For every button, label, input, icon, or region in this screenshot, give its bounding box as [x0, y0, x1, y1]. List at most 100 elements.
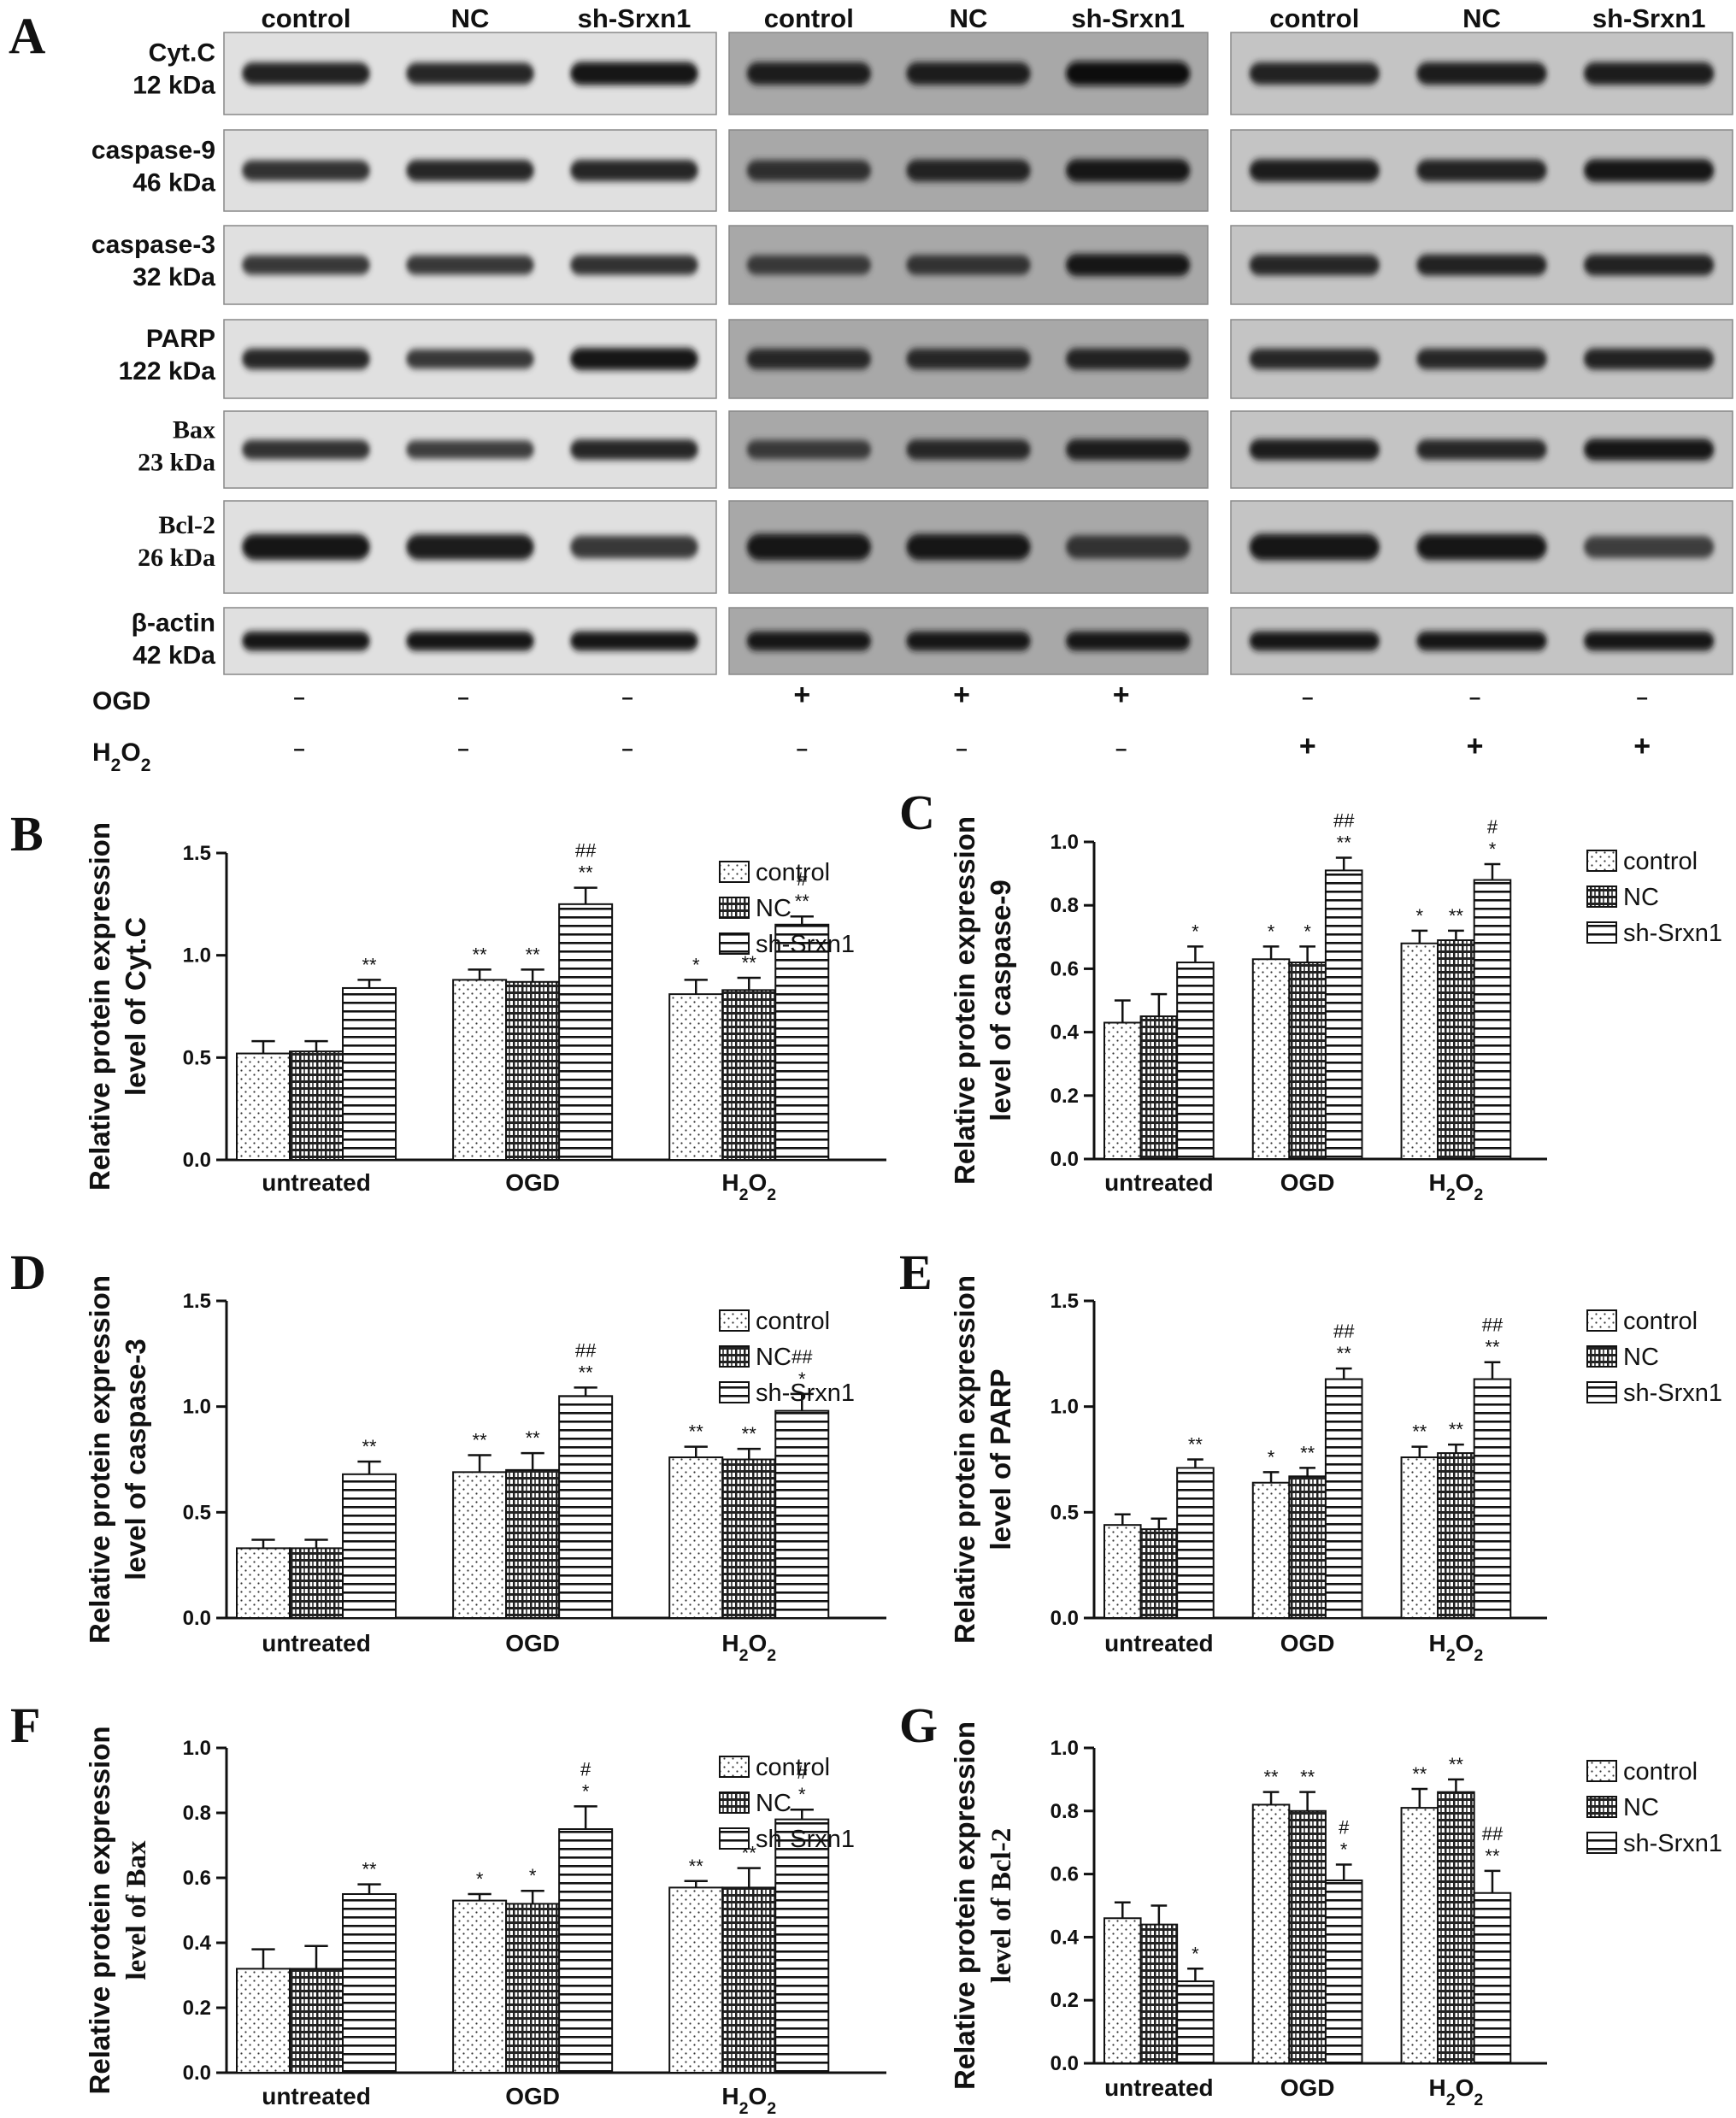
blot-band — [1416, 348, 1547, 370]
y-axis-label: Relative protein expression — [949, 1721, 980, 2090]
significance-mark: ** — [742, 952, 757, 974]
chart-panel-F: F Relative protein expression level of Bax… — [10, 1697, 886, 2118]
blot-band — [1583, 348, 1715, 370]
significance-mark: * — [582, 1780, 590, 1802]
legend-label: sh-Srxn1 — [1623, 920, 1722, 947]
bar — [236, 1968, 291, 2074]
significance-mark: ** — [473, 944, 488, 965]
h2o2-sign: – — [1115, 738, 1127, 761]
legend-swatch — [719, 1309, 750, 1332]
blot-band — [406, 534, 534, 560]
significance-mark: * — [692, 954, 700, 975]
x-tick-label: OGD — [505, 2083, 560, 2109]
bar — [452, 979, 508, 1162]
h2o2-label: H2O2 — [92, 738, 150, 775]
blot-band — [242, 160, 370, 181]
bar — [774, 923, 830, 1162]
significance-mark: ** — [689, 1856, 704, 1877]
blot-band — [1249, 348, 1380, 370]
lane-header: NC — [950, 3, 988, 33]
y-tick-label: 1.0 — [1050, 1737, 1079, 1760]
blot-band — [1583, 631, 1715, 651]
chart-panel-C: C Relative protein expression level of cas… — [899, 785, 1722, 1204]
legend-label: control — [756, 1308, 830, 1335]
lane-header: control — [1269, 3, 1359, 33]
bar — [1139, 1015, 1179, 1161]
blot-band — [746, 160, 872, 181]
blot-band — [746, 439, 872, 460]
legend-label: sh-Srxn1 — [756, 1380, 855, 1407]
legend-swatch — [719, 933, 750, 955]
blot-band — [1065, 254, 1191, 276]
significance-mark: ## — [575, 1339, 597, 1361]
x-tick-label: H2O2 — [721, 1169, 776, 1204]
bar — [1103, 1524, 1142, 1620]
significance-mark: ** — [526, 944, 541, 965]
bar — [668, 1886, 724, 2074]
x-tick-label: OGD — [1280, 1169, 1335, 1196]
ogd-label: OGD — [92, 687, 150, 715]
significance-mark: # — [580, 1758, 591, 1780]
bar — [342, 1473, 397, 1620]
significance-mark: * — [1192, 921, 1199, 942]
chart-panel-D: D Relative protein expression level of cas… — [10, 1244, 886, 1665]
bar — [1473, 1378, 1512, 1619]
legend-swatch — [1586, 1832, 1617, 1854]
y-tick-label: 1.0 — [183, 1737, 211, 1760]
blot-band — [906, 159, 1031, 182]
blot-band — [1065, 535, 1191, 559]
blot-band — [1416, 631, 1547, 651]
x-tick-label: untreated — [1104, 2074, 1214, 2101]
legend-label: NC — [1623, 1794, 1659, 1821]
y-axis-label: level of caspase-9 — [985, 880, 1016, 1121]
blot-band — [242, 631, 370, 651]
lane-header: control — [261, 3, 350, 33]
x-tick-label: OGD — [505, 1169, 560, 1196]
legend-label: control — [1623, 848, 1698, 875]
blot-band — [1416, 159, 1547, 182]
legend-swatch — [719, 897, 750, 919]
bar — [1437, 939, 1475, 1161]
blot-band — [570, 439, 698, 460]
x-tick-label: untreated — [262, 1169, 371, 1196]
bar — [721, 989, 777, 1162]
significance-mark: ** — [1300, 1442, 1315, 1463]
bar — [1437, 1791, 1475, 2064]
bar — [1251, 1803, 1291, 2064]
legend-label: control — [756, 1754, 830, 1781]
legend-swatch — [719, 1791, 750, 1814]
blot-band — [906, 62, 1031, 85]
y-tick-label: 0.2 — [183, 1997, 211, 2020]
y-tick-label: 1.0 — [1050, 831, 1079, 854]
x-tick-label: H2O2 — [721, 1630, 776, 1665]
y-tick-label: 0.5 — [183, 1501, 211, 1524]
significance-mark: ** — [579, 862, 594, 884]
y-axis-label: level of caspase-3 — [120, 1338, 151, 1580]
blot-band — [242, 348, 370, 370]
significance-mark: ** — [473, 1430, 488, 1451]
blot-band — [1583, 438, 1715, 461]
panel-label-F: F — [10, 1697, 40, 1753]
y-tick-label: 0.2 — [1050, 1085, 1079, 1108]
blot-protein-label: Cyt.C — [149, 39, 215, 68]
blot-protein-label: caspase-3 — [91, 231, 215, 259]
blot-band — [746, 255, 872, 275]
bar — [1176, 1467, 1215, 1619]
blot-band — [1416, 439, 1547, 460]
significance-mark: * — [529, 1865, 537, 1886]
bar — [505, 980, 561, 1162]
legend-label: control — [756, 859, 830, 886]
panel-label-D: D — [10, 1244, 46, 1300]
significance-mark: ## — [1333, 810, 1355, 832]
panel-label-G: G — [899, 1697, 938, 1753]
significance-mark: ## — [1482, 1315, 1504, 1336]
bar — [1176, 961, 1215, 1160]
bar — [1288, 961, 1327, 1160]
y-axis-label: level of Cyt.C — [120, 917, 151, 1096]
blot-size-label: 46 kDa — [132, 168, 215, 197]
panel-label-A: A — [9, 8, 45, 64]
bar — [236, 1052, 291, 1161]
significance-mark: ** — [1300, 1767, 1315, 1788]
ogd-sign: – — [1302, 686, 1313, 709]
bar — [1139, 1528, 1179, 1619]
